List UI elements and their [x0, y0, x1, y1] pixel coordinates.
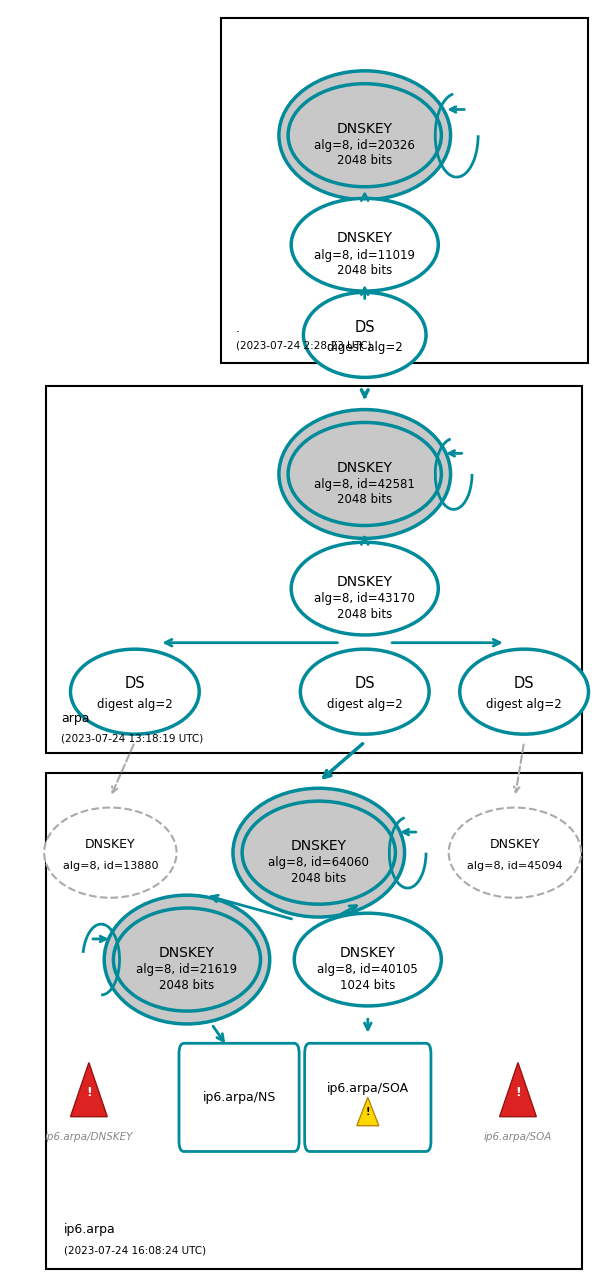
Text: alg=8, id=40105: alg=8, id=40105: [318, 963, 418, 976]
Text: alg=8, id=45094: alg=8, id=45094: [467, 860, 563, 871]
Text: alg=8, id=64060: alg=8, id=64060: [268, 857, 369, 869]
Text: DS: DS: [354, 319, 375, 335]
FancyBboxPatch shape: [179, 1043, 299, 1151]
Text: DS: DS: [354, 676, 375, 692]
Text: !: !: [365, 1106, 370, 1117]
Text: alg=8, id=20326: alg=8, id=20326: [314, 139, 415, 152]
FancyBboxPatch shape: [46, 773, 582, 1269]
Ellipse shape: [113, 908, 261, 1011]
Ellipse shape: [279, 410, 451, 538]
Text: alg=8, id=43170: alg=8, id=43170: [314, 592, 415, 605]
Text: 2048 bits: 2048 bits: [337, 608, 392, 621]
Ellipse shape: [291, 198, 438, 291]
Text: (2023-07-24 2:28:23 UTC): (2023-07-24 2:28:23 UTC): [236, 340, 371, 350]
Text: DNSKEY: DNSKEY: [490, 838, 540, 851]
Text: .: .: [236, 322, 240, 335]
Text: DNSKEY: DNSKEY: [159, 947, 215, 960]
Text: DS: DS: [124, 676, 145, 692]
Text: digest alg=2: digest alg=2: [97, 698, 173, 711]
Text: alg=8, id=42581: alg=8, id=42581: [314, 478, 415, 491]
Text: 2048 bits: 2048 bits: [337, 493, 392, 506]
Polygon shape: [357, 1097, 379, 1126]
Text: DNSKEY: DNSKEY: [337, 576, 393, 589]
Text: 1024 bits: 1024 bits: [340, 979, 395, 992]
Polygon shape: [500, 1063, 536, 1117]
Ellipse shape: [303, 292, 426, 377]
Text: ip6.arpa/SOA: ip6.arpa/SOA: [484, 1132, 552, 1142]
Ellipse shape: [449, 808, 581, 898]
Text: DNSKEY: DNSKEY: [337, 232, 393, 245]
FancyBboxPatch shape: [305, 1043, 431, 1151]
Text: alg=8, id=11019: alg=8, id=11019: [314, 249, 415, 261]
Text: DNSKEY: DNSKEY: [85, 838, 135, 851]
Ellipse shape: [104, 895, 270, 1024]
Text: arpa: arpa: [61, 712, 89, 725]
Text: 2048 bits: 2048 bits: [159, 979, 215, 992]
Text: (2023-07-24 13:18:19 UTC): (2023-07-24 13:18:19 UTC): [61, 733, 204, 743]
Text: ip6.arpa: ip6.arpa: [64, 1224, 116, 1236]
Text: ip6.arpa/NS: ip6.arpa/NS: [202, 1091, 276, 1104]
Text: DNSKEY: DNSKEY: [340, 947, 396, 960]
Text: alg=8, id=21619: alg=8, id=21619: [137, 963, 237, 976]
Text: DNSKEY: DNSKEY: [337, 461, 393, 474]
Text: !: !: [86, 1086, 92, 1099]
Polygon shape: [70, 1063, 107, 1117]
Ellipse shape: [70, 649, 199, 734]
FancyBboxPatch shape: [221, 18, 588, 363]
Text: DNSKEY: DNSKEY: [291, 840, 347, 853]
Text: DS: DS: [514, 676, 535, 692]
Text: 2048 bits: 2048 bits: [337, 155, 392, 167]
Ellipse shape: [233, 788, 405, 917]
Text: digest alg=2: digest alg=2: [486, 698, 562, 711]
Ellipse shape: [279, 71, 451, 200]
Text: 2048 bits: 2048 bits: [291, 872, 346, 885]
Text: (2023-07-24 16:08:24 UTC): (2023-07-24 16:08:24 UTC): [64, 1245, 207, 1256]
Text: DNSKEY: DNSKEY: [337, 122, 393, 135]
FancyBboxPatch shape: [46, 386, 582, 753]
Text: digest alg=2: digest alg=2: [327, 341, 403, 354]
Ellipse shape: [294, 913, 441, 1006]
Text: ip6.arpa/DNSKEY: ip6.arpa/DNSKEY: [45, 1132, 133, 1142]
Text: ip6.arpa/SOA: ip6.arpa/SOA: [327, 1082, 409, 1095]
Ellipse shape: [300, 649, 429, 734]
Ellipse shape: [242, 801, 395, 904]
Ellipse shape: [291, 542, 438, 635]
Ellipse shape: [288, 422, 441, 526]
Ellipse shape: [460, 649, 588, 734]
Ellipse shape: [288, 84, 441, 187]
Text: 2048 bits: 2048 bits: [337, 264, 392, 277]
Text: alg=8, id=13880: alg=8, id=13880: [63, 860, 158, 871]
Text: !: !: [515, 1086, 521, 1099]
Ellipse shape: [44, 808, 177, 898]
Text: digest alg=2: digest alg=2: [327, 698, 403, 711]
